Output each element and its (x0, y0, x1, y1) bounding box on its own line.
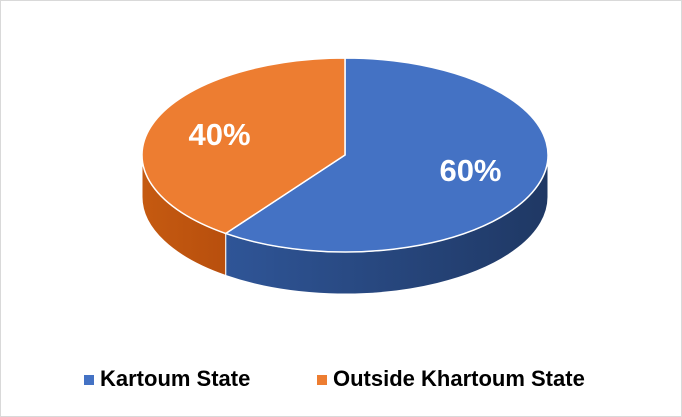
pie-slice (223, 57, 549, 253)
legend-swatch (317, 375, 327, 385)
legend-label: Kartoum State (100, 366, 250, 391)
legend-label: Outside Khartoum State (333, 366, 585, 391)
value-label: 40% (188, 117, 250, 152)
legend-swatch (84, 375, 94, 385)
pie-slice (141, 57, 346, 235)
value-label: 60% (439, 153, 501, 188)
